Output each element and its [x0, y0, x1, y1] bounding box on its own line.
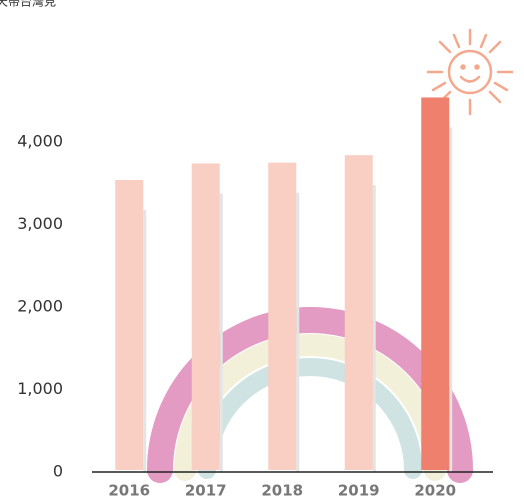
bar-shadow	[143, 210, 146, 472]
bar-shadow	[296, 193, 299, 472]
y-tick-label: 1,000	[17, 379, 63, 398]
bar-shadow	[373, 185, 376, 472]
y-tick-label: 3,000	[17, 214, 63, 233]
y-tick-label: 2,000	[17, 297, 63, 316]
bar	[192, 163, 220, 470]
y-tick-label: 0	[53, 462, 63, 481]
x-tick-label: 2016	[108, 482, 150, 500]
bar	[268, 163, 296, 470]
bar	[115, 180, 143, 470]
bar-shadow	[449, 127, 452, 472]
chart-title: 天帶台灣見	[0, 0, 56, 9]
chart: 天帶台灣見 0 1,000 2,000 3,000 4,000 2016 2017 2018 2…	[0, 0, 524, 503]
bar-shadow	[220, 193, 223, 472]
x-tick-label: 2018	[261, 482, 303, 500]
x-tick-label: 2017	[185, 482, 227, 500]
x-tick-label: 2020	[414, 482, 456, 500]
bar	[421, 97, 449, 470]
bar	[345, 155, 373, 470]
y-tick-label: 4,000	[17, 132, 63, 151]
x-tick-label: 2019	[338, 482, 380, 500]
